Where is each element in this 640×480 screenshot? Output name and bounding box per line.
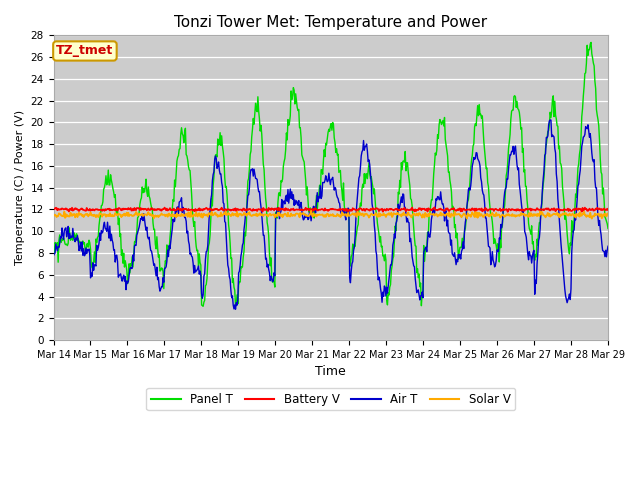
Title: Tonzi Tower Met: Temperature and Power: Tonzi Tower Met: Temperature and Power [174,15,487,30]
Text: TZ_tmet: TZ_tmet [56,45,113,58]
X-axis label: Time: Time [316,365,346,378]
Y-axis label: Temperature (C) / Power (V): Temperature (C) / Power (V) [15,110,25,265]
Legend: Panel T, Battery V, Air T, Solar V: Panel T, Battery V, Air T, Solar V [147,388,515,410]
